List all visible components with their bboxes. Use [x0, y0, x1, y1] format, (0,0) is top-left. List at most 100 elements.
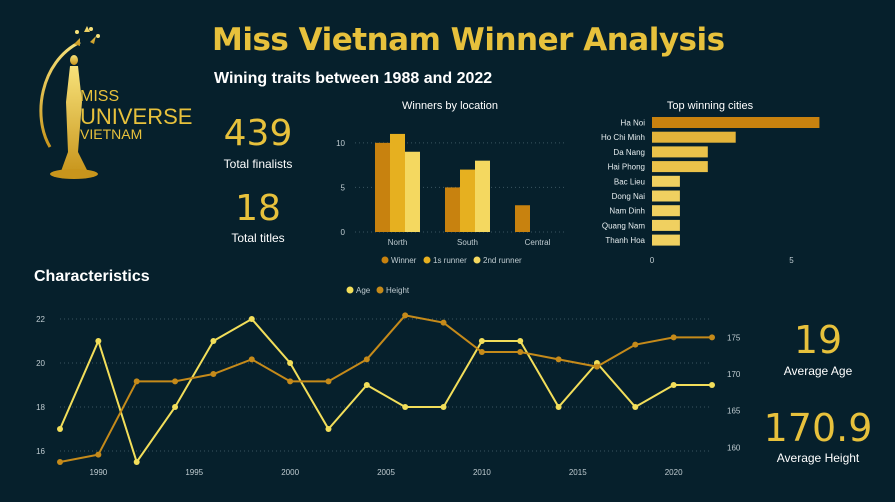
- data-point-height: [440, 319, 447, 326]
- x-tick-label: 2015: [569, 468, 587, 477]
- data-point-height: [709, 334, 715, 341]
- data-point-height: [287, 378, 294, 385]
- bar-city: [652, 219, 680, 231]
- data-point-height: [517, 349, 524, 355]
- legend-label: Height: [386, 286, 410, 295]
- y-left-tick-label: 20: [36, 359, 45, 368]
- series-line-age: [59, 317, 712, 465]
- bar-south-2: [475, 160, 490, 232]
- legend-marker: [423, 256, 431, 264]
- bar-central-0: [515, 205, 530, 232]
- data-point-age: [517, 338, 524, 344]
- y-left-tick-label: 18: [36, 403, 45, 412]
- data-point-age: [670, 382, 677, 388]
- x-tick-label: 2010: [473, 468, 491, 477]
- y-tick-label: Quang Nam: [602, 221, 645, 230]
- data-point-age: [287, 360, 294, 366]
- logo: MISS UNIVERSE VIETNAM: [20, 22, 195, 184]
- bar-city: [652, 161, 708, 173]
- kpi-titles-value: 18: [235, 188, 281, 229]
- data-point-height: [363, 356, 370, 363]
- bar-city: [652, 146, 708, 158]
- data-point-age: [402, 404, 409, 410]
- x-tick-label: 1990: [89, 468, 107, 477]
- data-point-age: [478, 338, 485, 344]
- bar-south-1: [460, 169, 475, 232]
- y-tick-label: 5: [341, 183, 346, 192]
- y-tick-label: Thanh Hoa: [605, 236, 645, 245]
- page-subtitle: Wining traits between 1988 and 2022: [214, 70, 493, 87]
- bar-city: [652, 131, 736, 143]
- data-point-age: [95, 338, 102, 344]
- data-point-height: [172, 378, 179, 385]
- kpi-titles-label: Total titles: [231, 231, 285, 245]
- data-point-height: [478, 349, 485, 355]
- data-point-height: [555, 356, 562, 363]
- data-point-height: [248, 356, 255, 363]
- legend-label: Winner: [391, 256, 417, 265]
- data-point-height: [210, 371, 217, 377]
- data-point-age: [57, 426, 63, 432]
- y-tick-label: Ho Chi Minh: [601, 133, 645, 142]
- bar-city: [652, 205, 680, 217]
- cities-chart-title: Top winning cities: [666, 100, 754, 112]
- bar-city: [652, 175, 680, 187]
- y-left-tick-label: 22: [36, 315, 45, 324]
- data-point-age: [632, 404, 639, 410]
- logo-line1: MISS: [80, 88, 120, 105]
- data-point-height: [593, 363, 600, 370]
- bar-city: [652, 190, 680, 202]
- characteristics-heading: Characteristics: [34, 268, 150, 285]
- data-point-age: [555, 404, 562, 410]
- y-tick-label: 10: [336, 139, 345, 148]
- bar-north-2: [405, 151, 420, 232]
- x-tick-label: 0: [650, 256, 655, 265]
- legend-marker: [346, 286, 354, 294]
- page-title: Miss Vietnam Winner Analysis: [212, 22, 725, 58]
- y-right-tick-label: 160: [727, 443, 741, 452]
- x-tick-label: 1995: [185, 468, 203, 477]
- data-point-age: [210, 338, 217, 344]
- data-point-age: [325, 426, 332, 432]
- x-tick-label: 5: [789, 256, 794, 265]
- legend-marker: [381, 256, 389, 264]
- bar-north-0: [375, 142, 390, 232]
- characteristics-line-chart: 16 18 20 22 160 165 170 175 1990 1995 2000 2005 2010…: [36, 286, 741, 477]
- legend-label: 2nd runner: [483, 256, 522, 265]
- bar-north-1: [390, 133, 405, 232]
- y-right-tick-label: 170: [727, 370, 741, 379]
- kpi-age-value: 19: [793, 318, 843, 362]
- x-tick-label: South: [457, 238, 478, 247]
- logo-line3: VIETNAM: [80, 126, 143, 142]
- series-line-height: [59, 314, 712, 463]
- data-point-height: [325, 378, 332, 385]
- y-tick-label: Nam Dinh: [609, 207, 645, 216]
- y-tick-label: Da Nang: [613, 148, 645, 157]
- x-tick-label: Central: [525, 238, 551, 247]
- kpi-height-label: Average Height: [776, 451, 860, 465]
- data-point-age: [709, 382, 715, 388]
- data-point-age: [133, 459, 140, 465]
- kpi-finalists-label: Total finalists: [223, 157, 293, 171]
- legend-label: Age: [356, 286, 371, 295]
- logo-line2: UNIVERSE: [80, 104, 193, 129]
- data-point-height: [57, 459, 63, 465]
- data-point-height: [133, 378, 140, 385]
- legend-marker: [376, 286, 384, 294]
- location-chart-title: Winners by location: [402, 100, 498, 112]
- legend-marker: [473, 256, 481, 264]
- data-point-height: [402, 312, 409, 319]
- location-bar-chart: 0 5 10 North South Central Winner 1s runner 2nd …: [336, 133, 565, 265]
- x-tick-label: 2020: [665, 468, 683, 477]
- data-point-height: [632, 341, 639, 348]
- y-tick-label: Dong Nai: [612, 192, 646, 201]
- y-left-tick-label: 16: [36, 447, 45, 456]
- y-tick-label: Hai Phong: [608, 163, 645, 172]
- legend-label: 1s runner: [433, 256, 467, 265]
- x-tick-label: 2000: [281, 468, 299, 477]
- kpi-height-value: 170.9: [763, 406, 873, 450]
- data-point-height: [670, 334, 677, 341]
- data-point-height: [95, 451, 102, 458]
- data-point-age: [248, 316, 255, 322]
- bar-city: [652, 117, 820, 128]
